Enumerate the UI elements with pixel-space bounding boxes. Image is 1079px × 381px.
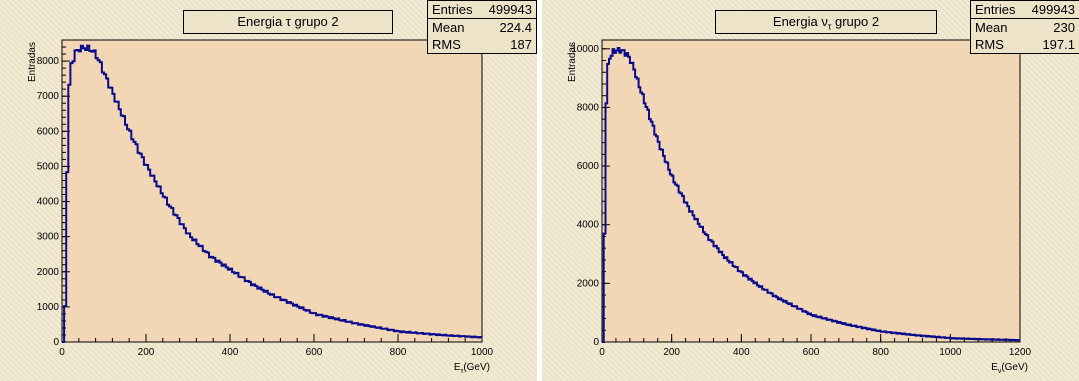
stats-rms-row: RMS 197.1	[971, 36, 1079, 53]
title-suffix: grupo 2	[290, 14, 339, 29]
y-tick-label: 5000	[37, 161, 60, 172]
stats-rms-row: RMS 187	[428, 36, 536, 53]
y-tick-label: 2000	[577, 278, 600, 289]
stats-entries-row: Entries 499943	[971, 1, 1079, 19]
title-prefix: Energia	[237, 14, 286, 29]
stats-rms-value: 187	[510, 37, 532, 52]
chart-title: Energia τ grupo 2	[183, 10, 393, 34]
stats-box: Entries 499943 Mean 230 RMS 197.1	[970, 0, 1079, 54]
stats-rms-label: RMS	[432, 37, 461, 52]
data-series-line	[62, 44, 482, 343]
stats-entries-row: Entries 499943	[428, 1, 536, 19]
chart-svg: 0 1000 2000 3000 4000 5000 6000 7000 8000 0 200 400…	[27, 39, 494, 375]
y-tick-label: 10000	[571, 44, 599, 55]
y-tick-label: 4000	[577, 220, 600, 231]
plot-frame	[601, 39, 1021, 343]
stats-mean-label: Mean	[975, 20, 1008, 35]
x-tick-label: 400	[733, 347, 750, 358]
chart-svg: 0 2000 4000 6000 8000 10000 0 200 400 600 800 1000 1…	[567, 39, 1032, 375]
title-prefix: Energia	[772, 14, 822, 29]
x-axis-label-sub: τ	[461, 368, 464, 375]
x-tick-label: 1000	[471, 347, 494, 358]
y-tick-label: 4000	[37, 197, 60, 208]
stats-mean-value: 224.4	[499, 20, 532, 35]
stats-entries-label: Entries	[975, 2, 1016, 17]
stats-rms-value: 197.1	[1042, 37, 1075, 52]
y-tick-label: 8000	[577, 102, 600, 113]
stats-mean-row: Mean 224.4	[428, 19, 536, 36]
y-tick-label: 7000	[37, 91, 60, 102]
y-tick-label: 0	[593, 337, 599, 348]
title-symbol: τ	[285, 14, 291, 29]
chart-title: Energia ντ grupo 2	[715, 10, 937, 34]
title-subscript: τ	[827, 21, 832, 32]
stats-box: Entries 499943 Mean 224.4 RMS 187	[427, 0, 537, 54]
x-axis-label: Eτ(GeV)	[454, 362, 490, 375]
x-tick-label: 600	[803, 347, 820, 358]
y-tick-label: 2000	[37, 267, 60, 278]
x-axis-label-sub: ν	[998, 368, 1002, 375]
stats-mean-label: Mean	[432, 20, 465, 35]
y-axis-label: Entradas	[567, 42, 578, 82]
x-tick-label: 1200	[1009, 347, 1032, 358]
title-symbol: ν	[821, 14, 828, 29]
x-tick-label: 600	[306, 347, 323, 358]
y-tick-label: 3000	[37, 232, 60, 243]
x-tick-label: 400	[222, 347, 239, 358]
x-tick-label: 200	[663, 347, 680, 358]
stats-mean-value: 230	[1053, 20, 1075, 35]
x-tick-label: 0	[599, 347, 605, 358]
x-axis-label-main: E	[454, 362, 461, 373]
y-tick-label: 8000	[37, 56, 60, 67]
y-tick-label: 6000	[577, 161, 600, 172]
chart-panel-nu-tau: 0 2000 4000 6000 8000 10000 0 200 400 600 800 1000 1…	[542, 0, 1079, 381]
x-axis-label-unit: (GeV)	[1001, 362, 1028, 373]
x-tick-label: 800	[872, 347, 889, 358]
x-tick-label: 0	[59, 347, 65, 358]
chart-panel-tau: 0 1000 2000 3000 4000 5000 6000 7000 8000 0 200 400…	[0, 0, 537, 381]
x-tick-label: 800	[390, 347, 407, 358]
x-tick-label: 1000	[939, 347, 962, 358]
y-tick-label: 6000	[37, 126, 60, 137]
x-axis-label-main: E	[991, 362, 998, 373]
x-axis-label: Eν(GeV)	[991, 362, 1028, 375]
plot-frame	[61, 39, 483, 343]
y-tick-label: 1000	[37, 302, 60, 313]
stats-rms-label: RMS	[975, 37, 1004, 52]
x-tick-label: 200	[138, 347, 155, 358]
title-suffix: grupo 2	[831, 14, 880, 29]
stats-entries-value: 499943	[488, 2, 532, 17]
y-axis-label: Entradas	[27, 42, 38, 82]
data-series-line	[602, 47, 1020, 343]
y-tick-label: 0	[53, 337, 59, 348]
stats-entries-label: Entries	[432, 2, 473, 17]
x-axis-label-unit: (GeV)	[463, 362, 490, 373]
stats-mean-row: Mean 230	[971, 19, 1079, 36]
stats-entries-value: 499943	[1031, 2, 1075, 17]
